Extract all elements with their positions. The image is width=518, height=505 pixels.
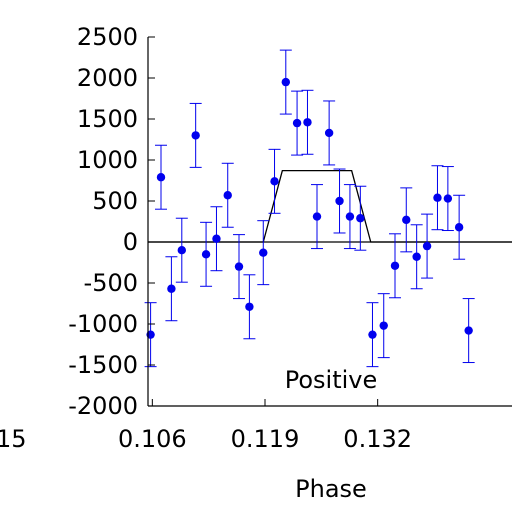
model-curve bbox=[148, 170, 512, 243]
data-point-28 bbox=[453, 194, 466, 260]
point-marker bbox=[303, 118, 312, 127]
point-marker bbox=[281, 77, 290, 87]
point-marker bbox=[292, 118, 302, 128]
data-point-25 bbox=[421, 213, 434, 279]
point-marker bbox=[422, 241, 432, 251]
data-point-10 bbox=[257, 220, 270, 286]
y-tick-label: 1000 bbox=[77, 146, 138, 174]
point-marker bbox=[156, 173, 166, 182]
point-marker bbox=[191, 131, 200, 140]
point-marker bbox=[356, 214, 365, 223]
point-marker bbox=[177, 246, 186, 255]
point-marker bbox=[234, 262, 244, 271]
y-tick-label: 2000 bbox=[77, 64, 138, 92]
data-point-27 bbox=[441, 166, 454, 232]
point-marker bbox=[433, 193, 442, 202]
axes bbox=[147, 37, 512, 407]
point-marker bbox=[259, 248, 268, 257]
data-point-14 bbox=[301, 89, 314, 155]
x-tick-label: 0.106 bbox=[118, 425, 187, 453]
point-marker bbox=[454, 223, 464, 232]
data-point-22 bbox=[389, 233, 401, 299]
point-marker bbox=[402, 215, 411, 225]
y-tick-label: 0 bbox=[123, 228, 138, 256]
data-point-17 bbox=[333, 168, 346, 234]
data-point-24 bbox=[410, 224, 423, 290]
data-point-9 bbox=[243, 274, 256, 340]
y-tick-label: 1500 bbox=[77, 105, 138, 133]
data-point-19 bbox=[354, 185, 367, 251]
y-tick-label: -2000 bbox=[68, 392, 138, 420]
data-point-8 bbox=[233, 234, 245, 300]
data-point-2 bbox=[165, 256, 178, 322]
data-point-13 bbox=[291, 90, 304, 156]
data-point-18 bbox=[343, 184, 356, 250]
data-point-6 bbox=[210, 206, 223, 272]
x-tick-label: 0.132 bbox=[343, 425, 412, 453]
data-point-29 bbox=[462, 298, 475, 364]
point-marker bbox=[212, 234, 221, 243]
point-marker bbox=[312, 212, 322, 221]
data-point-7 bbox=[221, 162, 234, 228]
annotation-positive: Positive bbox=[285, 366, 378, 394]
y-tick-label: -1500 bbox=[68, 351, 138, 379]
data-point-3 bbox=[175, 217, 188, 283]
point-marker bbox=[379, 321, 388, 330]
data-point-11 bbox=[268, 148, 281, 214]
y-tick-label: 2500 bbox=[77, 23, 138, 51]
point-marker bbox=[345, 212, 355, 221]
y-tick-label: -500 bbox=[84, 269, 138, 297]
data-point-20 bbox=[366, 302, 379, 368]
data-point-0 bbox=[144, 302, 157, 368]
data-point-5 bbox=[200, 221, 213, 287]
x-axis-ticks: 0.106 0.119 0.132 bbox=[118, 399, 412, 453]
point-marker bbox=[245, 302, 254, 311]
x-tick-label: 0.119 bbox=[231, 425, 300, 453]
data-point-15 bbox=[311, 184, 323, 250]
data-point-16 bbox=[323, 100, 336, 166]
x-axis-label: Phase bbox=[295, 475, 367, 503]
model-line bbox=[148, 170, 512, 243]
data-points bbox=[144, 49, 475, 368]
point-marker bbox=[201, 250, 211, 259]
point-marker bbox=[324, 128, 334, 138]
point-marker bbox=[464, 326, 473, 335]
left-cut-tick-label: 15 bbox=[0, 425, 27, 453]
data-point-26 bbox=[431, 165, 444, 231]
data-point-12 bbox=[279, 49, 292, 115]
point-marker bbox=[223, 191, 232, 200]
data-point-23 bbox=[400, 187, 413, 253]
data-point-21 bbox=[377, 293, 390, 359]
point-marker bbox=[412, 252, 421, 261]
point-marker bbox=[443, 194, 453, 203]
point-marker bbox=[390, 261, 400, 270]
y-tick-label: -1000 bbox=[68, 310, 138, 338]
y-axis-ticks: -2000 -1500 -1000 -500 0 500 1000 1500 2000 2500 bbox=[68, 23, 155, 420]
point-marker bbox=[335, 196, 344, 206]
point-marker bbox=[368, 330, 377, 339]
point-marker bbox=[167, 284, 176, 293]
data-point-4 bbox=[189, 102, 202, 168]
y-tick-label: 500 bbox=[92, 187, 138, 215]
data-point-1 bbox=[155, 144, 167, 210]
point-marker bbox=[270, 177, 279, 186]
